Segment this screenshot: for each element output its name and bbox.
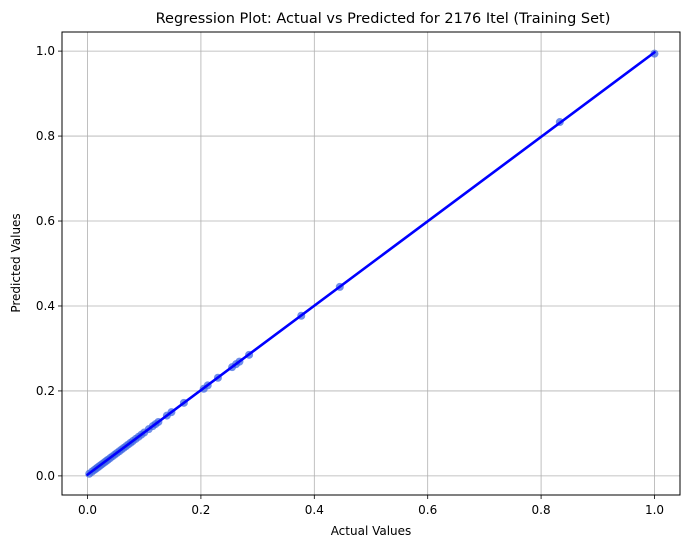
x-tick-label: 0.4 — [305, 503, 324, 517]
x-tick-label: 1.0 — [645, 503, 664, 517]
y-tick-label: 0.2 — [36, 384, 55, 398]
chart-title: Regression Plot: Actual vs Predicted for… — [156, 11, 611, 27]
x-axis-label: Actual Values — [331, 524, 412, 538]
x-tick-label: 0.6 — [418, 503, 437, 517]
y-tick-label: 1.0 — [36, 44, 55, 58]
y-axis-ticks: 0.0 0.2 0.4 0.6 0.8 1.0 — [36, 44, 62, 483]
regression-line — [86, 51, 656, 476]
y-tick-label: 0.4 — [36, 299, 55, 313]
y-tick-label: 0.0 — [36, 469, 55, 483]
y-tick-label: 0.6 — [36, 214, 55, 228]
y-tick-label: 0.8 — [36, 129, 55, 143]
plot-frame — [61, 31, 681, 496]
x-tick-label: 0.8 — [532, 503, 551, 517]
regression-line-group — [86, 51, 656, 476]
x-axis-ticks: 0.0 0.2 0.4 0.6 0.8 1.0 — [78, 495, 664, 517]
x-tick-label: 0.2 — [191, 503, 210, 517]
y-axis-label: Predicted Values — [9, 213, 23, 312]
grid — [62, 32, 680, 495]
x-tick-label: 0.0 — [78, 503, 97, 517]
